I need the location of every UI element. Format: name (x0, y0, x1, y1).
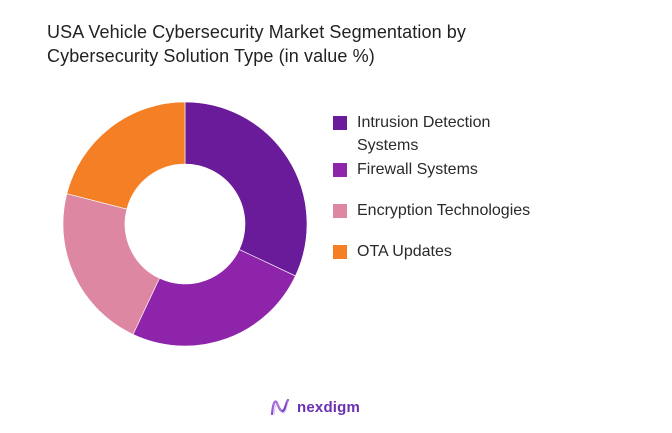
legend-item-ota-updates: OTA Updates (333, 240, 557, 263)
donut-slices (62, 101, 308, 347)
legend-label-intrusion-detection: Intrusion Detection Systems (357, 114, 491, 154)
legend-swatch-encryption (333, 204, 347, 218)
legend-item-encryption: Encryption Technologies (333, 199, 557, 222)
chart-title-line-2: Cybersecurity Solution Type (in value %) (47, 46, 375, 66)
legend-label-ota-updates: OTA Updates (357, 243, 452, 260)
donut-slice-intrusion-detection-systems (184, 101, 308, 277)
brand-logo: nexdigm (270, 396, 360, 418)
legend-item-intrusion-detection: Intrusion Detection Systems (333, 111, 532, 157)
legend-item-firewall: Firewall Systems (333, 158, 557, 181)
nexdigm-wave-logo-icon (270, 398, 290, 416)
donut-slice-encryption-technologies (62, 193, 160, 335)
donut-slice-firewall-systems (132, 249, 296, 347)
legend-swatch-intrusion-detection (333, 116, 347, 130)
legend-swatch-firewall (333, 163, 347, 177)
legend-label-encryption: Encryption Technologies (357, 202, 531, 219)
chart-title-line-1: USA Vehicle Cybersecurity Market Segment… (47, 22, 466, 42)
legend-label-firewall: Firewall Systems (357, 161, 478, 178)
chart-title: USA Vehicle Cybersecurity Market Segment… (47, 20, 607, 68)
brand-name: nexdigm (297, 398, 361, 416)
legend-swatch-ota-updates (333, 245, 347, 259)
donut-slice-ota-updates (66, 101, 186, 210)
